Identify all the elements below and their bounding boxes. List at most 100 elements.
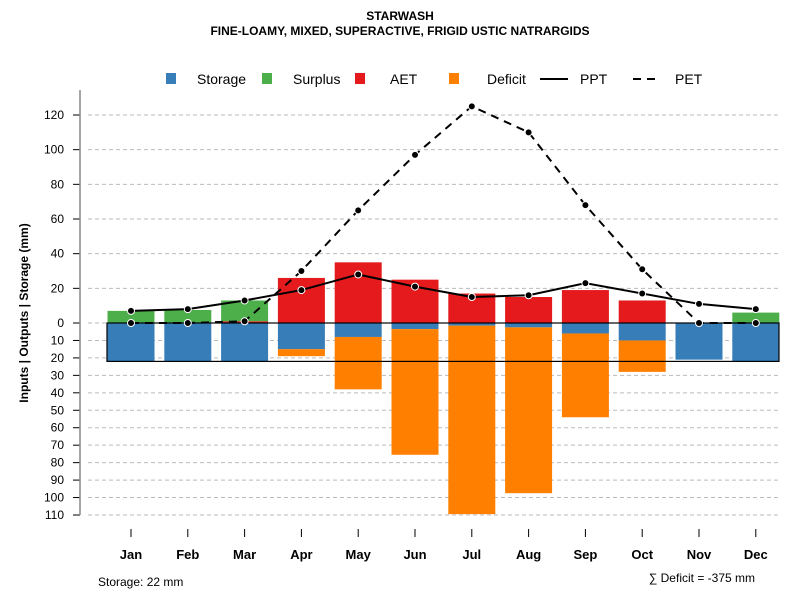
y-tick-label: 120 [44, 108, 64, 122]
point-pet [354, 206, 363, 215]
bar-aet [561, 290, 609, 323]
y-tick-label: 20 [51, 351, 65, 365]
x-tick-label: Jun [403, 547, 426, 562]
point-ppt [581, 279, 590, 288]
bar-deficit [561, 333, 609, 418]
storage-note: Storage: 22 mm [98, 575, 183, 589]
legend: Storage Surplus AET Deficit PPT PET [166, 71, 703, 87]
bar-deficit [334, 336, 382, 390]
bar-storage [505, 323, 553, 328]
x-tick-label: Apr [290, 547, 312, 562]
chart-subtitle: FINE-LOAMY, MIXED, SUPERACTIVE, FRIGID U… [210, 24, 589, 38]
point-pet [524, 128, 533, 137]
x-tick-label: Aug [516, 547, 541, 562]
legend-swatch-surplus [262, 73, 272, 84]
bar-surplus [732, 312, 780, 323]
line-ppt [130, 273, 756, 312]
y-tick-label: 10 [51, 333, 65, 347]
y-tick-label: 50 [51, 403, 65, 417]
point-pet [581, 201, 590, 210]
y-tick-label: 0 [57, 316, 64, 330]
legend-swatch-deficit [449, 73, 459, 84]
point-ppt [751, 305, 760, 314]
bar-deficit [618, 340, 666, 372]
x-tick-label: May [346, 547, 372, 562]
y-tick-label: 60 [51, 212, 65, 226]
y-tick-label: 100 [44, 143, 64, 157]
point-pet [467, 102, 476, 111]
y-tick-label: 70 [51, 438, 65, 452]
bar-storage [277, 323, 325, 350]
bar-surplus [164, 310, 212, 323]
bar-storage [732, 323, 780, 362]
point-pet [751, 319, 760, 327]
legend-label-deficit: Deficit [487, 71, 526, 87]
point-pet [127, 319, 135, 327]
bar-storage [675, 323, 723, 360]
point-ppt [127, 306, 135, 315]
point-ppt [354, 270, 363, 279]
legend-label-pet: PET [675, 71, 703, 87]
y-tick-label: 80 [51, 177, 65, 191]
point-ppt [297, 286, 306, 295]
bar-aet [505, 297, 553, 323]
x-tick-label: Mar [233, 547, 256, 562]
x-tick-label: Sep [573, 547, 597, 562]
x-axis: Jan Feb Mar Apr May Jun Jul Aug Sep Oct Nov Dec [120, 529, 768, 562]
bar-storage [561, 323, 609, 334]
point-pet [240, 317, 249, 326]
y-tick-label: 20 [51, 281, 65, 295]
bar-storage [448, 323, 496, 326]
y-tick-label: 90 [51, 473, 65, 487]
chart-title: STARWASH [366, 9, 434, 23]
lines [127, 102, 760, 327]
y-tick-label: 40 [51, 247, 65, 261]
x-tick-label: Dec [744, 547, 768, 562]
point-ppt [411, 282, 419, 291]
x-tick-label: Jan [120, 547, 142, 562]
bar-aet [618, 300, 666, 323]
bar-deficit [505, 327, 553, 494]
deficit-note: ∑ Deficit = -375 mm [649, 571, 755, 585]
legend-label-ppt: PPT [580, 71, 608, 87]
point-ppt [183, 305, 192, 314]
line-pet [131, 105, 756, 324]
bar-surplus [221, 300, 269, 322]
point-pet [638, 265, 647, 274]
bar-storage [107, 323, 155, 362]
y-tick-label: 60 [51, 421, 65, 435]
y-tick-label: 40 [51, 386, 65, 400]
legend-swatch-aet [355, 73, 365, 84]
point-pet [695, 319, 703, 327]
bar-deficit [277, 349, 325, 357]
x-tick-label: Feb [176, 547, 199, 562]
bar-deficit [391, 329, 439, 455]
legend-label-aet: AET [390, 71, 418, 87]
point-pet [297, 267, 306, 275]
bars [106, 262, 780, 515]
point-ppt [695, 299, 703, 308]
bar-storage [164, 323, 212, 362]
point-ppt [638, 289, 647, 298]
legend-label-storage: Storage [197, 71, 246, 87]
y-tick-label: 110 [45, 508, 64, 522]
y-tick-label: 100 [44, 491, 64, 505]
legend-label-surplus: Surplus [293, 71, 340, 87]
y-axis: 0 20 40 60 80 100 120 10 20 30 40 50 60 70 80 90 100 110 [44, 90, 81, 522]
x-tick-label: Nov [687, 547, 712, 562]
y-tick-label: 80 [51, 456, 65, 470]
point-pet [411, 150, 419, 159]
point-pet [183, 319, 192, 327]
point-ppt [467, 293, 476, 301]
bar-surplus [107, 310, 155, 323]
bar-deficit [448, 325, 496, 515]
point-ppt [240, 296, 249, 305]
bar-storage [391, 323, 439, 330]
point-ppt [524, 291, 533, 300]
x-tick-label: Oct [631, 547, 653, 562]
bar-storage [334, 323, 382, 337]
y-tick-label: 30 [51, 368, 65, 382]
legend-swatch-storage [166, 73, 176, 84]
bar-storage [221, 323, 269, 362]
